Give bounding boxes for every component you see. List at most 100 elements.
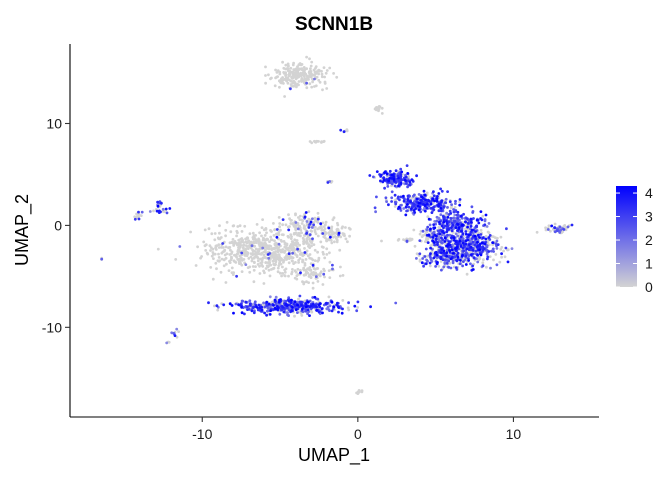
cell-point	[204, 249, 208, 252]
cell-point	[299, 271, 302, 275]
cell-point	[256, 308, 260, 312]
cell-point	[481, 214, 485, 218]
cell-point	[277, 264, 281, 267]
cell-point	[170, 331, 174, 335]
cell-point	[252, 268, 256, 272]
cell-point	[500, 255, 503, 259]
cell-point	[469, 230, 473, 234]
cell-point	[326, 305, 330, 309]
cell-point	[255, 223, 259, 226]
cell-point	[246, 247, 250, 251]
cell-point	[316, 280, 320, 283]
cell-point	[315, 139, 319, 143]
cell-point	[459, 214, 463, 218]
cell-point	[427, 217, 431, 221]
cell-point	[304, 258, 308, 261]
cell-point	[393, 184, 397, 188]
cell-point	[570, 223, 574, 227]
cell-point	[484, 237, 488, 241]
cell-point	[394, 202, 398, 206]
cell-point	[323, 75, 326, 79]
cell-point	[209, 266, 213, 269]
cell-point	[399, 209, 403, 212]
cell-point	[491, 247, 495, 251]
cell-point	[288, 78, 291, 82]
cell-point	[224, 281, 228, 284]
cell-point	[255, 306, 259, 309]
cell-point	[328, 251, 331, 255]
cell-point	[426, 215, 430, 219]
cell-point	[502, 249, 505, 253]
cell-point	[287, 213, 290, 217]
cell-point	[281, 218, 285, 222]
cell-point	[287, 314, 290, 317]
cell-point	[477, 258, 481, 262]
cell-point	[246, 308, 249, 311]
cell-point	[344, 237, 348, 241]
colorbar-tick-label: 4	[645, 185, 653, 201]
cell-point	[291, 76, 294, 80]
cell-point	[415, 257, 418, 260]
cell-point	[449, 219, 453, 223]
cell-point	[435, 234, 438, 238]
cell-point	[270, 268, 273, 271]
cell-point	[469, 253, 473, 256]
cell-point	[478, 236, 481, 239]
cell-point	[155, 209, 159, 213]
cell-point	[210, 254, 214, 258]
cell-point	[133, 215, 137, 219]
cell-point	[467, 248, 471, 252]
cell-point	[333, 240, 336, 244]
cell-point	[214, 244, 218, 248]
cell-point	[421, 229, 425, 233]
cell-point	[312, 243, 316, 247]
cell-point	[442, 218, 446, 222]
cell-point	[397, 195, 400, 199]
cell-point	[449, 257, 453, 261]
cell-point	[300, 68, 304, 72]
cell-point	[294, 72, 297, 76]
cell-point	[294, 261, 297, 264]
cell-point	[408, 181, 412, 184]
cell-point	[405, 237, 409, 241]
cell-point	[338, 274, 342, 278]
cell-point	[286, 311, 289, 314]
cell-point	[445, 254, 449, 258]
cell-point	[307, 300, 310, 304]
cell-point	[236, 258, 240, 261]
cell-point	[443, 258, 447, 261]
cell-point	[455, 259, 459, 263]
cell-point	[279, 238, 283, 242]
cell-point	[424, 230, 428, 234]
cell-point	[263, 238, 267, 242]
cell-point	[310, 244, 313, 248]
cell-point	[244, 300, 248, 304]
cell-point	[553, 226, 557, 230]
cell-point	[165, 341, 169, 345]
cell-point	[296, 227, 300, 231]
cell-point	[443, 262, 447, 265]
cell-point	[287, 299, 291, 303]
cell-point	[485, 265, 488, 269]
y-tick-label: 0	[54, 217, 62, 233]
cell-point	[494, 253, 498, 256]
cell-point	[281, 272, 285, 275]
cell-point	[231, 238, 235, 241]
cell-point	[413, 193, 416, 197]
cell-point	[313, 259, 317, 262]
cell-point	[466, 221, 470, 225]
cell-point	[462, 260, 465, 263]
cell-point	[461, 221, 465, 224]
cell-point	[452, 236, 456, 240]
cell-point	[404, 182, 408, 185]
cell-point	[301, 259, 305, 263]
cell-point	[324, 71, 328, 75]
cell-point	[259, 257, 262, 261]
cell-point	[488, 255, 492, 258]
cell-point	[284, 223, 288, 227]
cell-point	[298, 232, 301, 235]
cell-point	[263, 271, 266, 275]
cell-point	[262, 236, 265, 240]
cell-point	[399, 177, 403, 181]
cell-point	[212, 257, 215, 260]
